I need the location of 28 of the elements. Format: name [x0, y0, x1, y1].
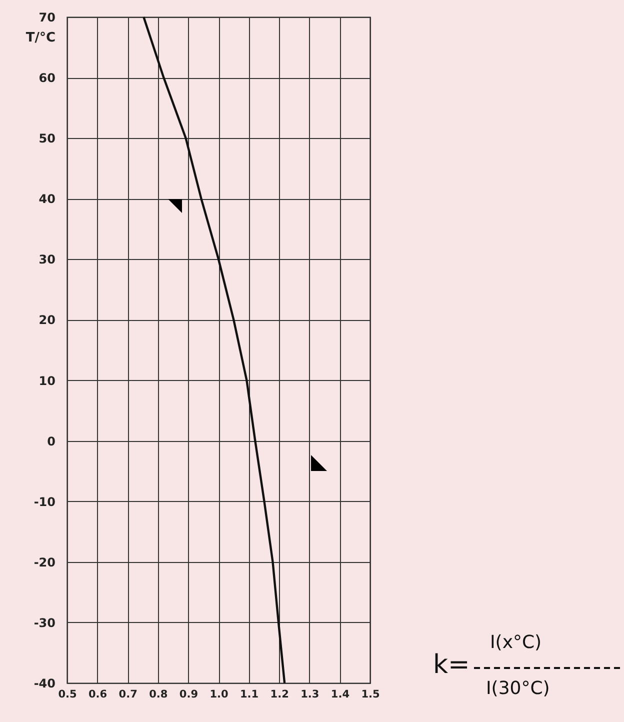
x-tick-label: 1.0: [210, 688, 228, 700]
y-tick-label: -10: [34, 494, 56, 509]
y-tick-label: -40: [34, 676, 56, 690]
x-tick-label: 1.2: [270, 688, 289, 700]
y-tick-label: 50: [38, 132, 56, 146]
text: I(30°C): [486, 678, 550, 699]
y-tick-label: 0: [47, 434, 56, 448]
text: I(x°C): [490, 632, 542, 653]
x-tick-label: 0.7: [118, 688, 138, 700]
x-tick-label: 0.8: [149, 688, 168, 700]
x-tick-label: 1.3: [300, 688, 320, 700]
y-tick-label: 40: [38, 192, 56, 206]
y-axis-title: T/°C: [26, 30, 56, 46]
y-tick-label: 30: [38, 252, 56, 267]
y-tick-label: 70: [38, 10, 56, 24]
x-tick-label: 1.5: [361, 688, 380, 700]
text: k=: [433, 650, 470, 680]
y-tick-label: 20: [38, 313, 56, 328]
x-tick-label: 1.4: [330, 688, 350, 700]
x-tick-label: 0.6: [88, 688, 108, 700]
y-tick-label: -30: [34, 616, 56, 630]
x-tick-label: 1.1: [240, 688, 259, 700]
y-tick-label: 60: [38, 71, 56, 86]
line-series: [142, 16, 286, 684]
x-tick-label: 0.9: [179, 688, 198, 700]
y-tick-label: 10: [38, 374, 56, 388]
y-tick-label: -20: [34, 555, 56, 570]
x-tick-label: 0.5: [58, 688, 77, 700]
